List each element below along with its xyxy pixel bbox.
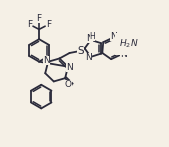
Text: N: N <box>85 53 92 62</box>
Text: H₂N: H₂N <box>122 38 139 47</box>
Text: N: N <box>110 32 117 41</box>
Text: F: F <box>46 20 51 29</box>
Text: $H_2N$: $H_2N$ <box>119 38 139 50</box>
Text: O: O <box>65 80 72 89</box>
Text: N: N <box>43 56 50 65</box>
Text: N: N <box>120 50 127 59</box>
Text: F: F <box>27 20 32 29</box>
Text: N: N <box>66 63 73 72</box>
Text: S: S <box>77 46 84 56</box>
Text: F: F <box>37 15 42 24</box>
Text: N: N <box>87 34 93 43</box>
Text: H: H <box>90 32 95 41</box>
